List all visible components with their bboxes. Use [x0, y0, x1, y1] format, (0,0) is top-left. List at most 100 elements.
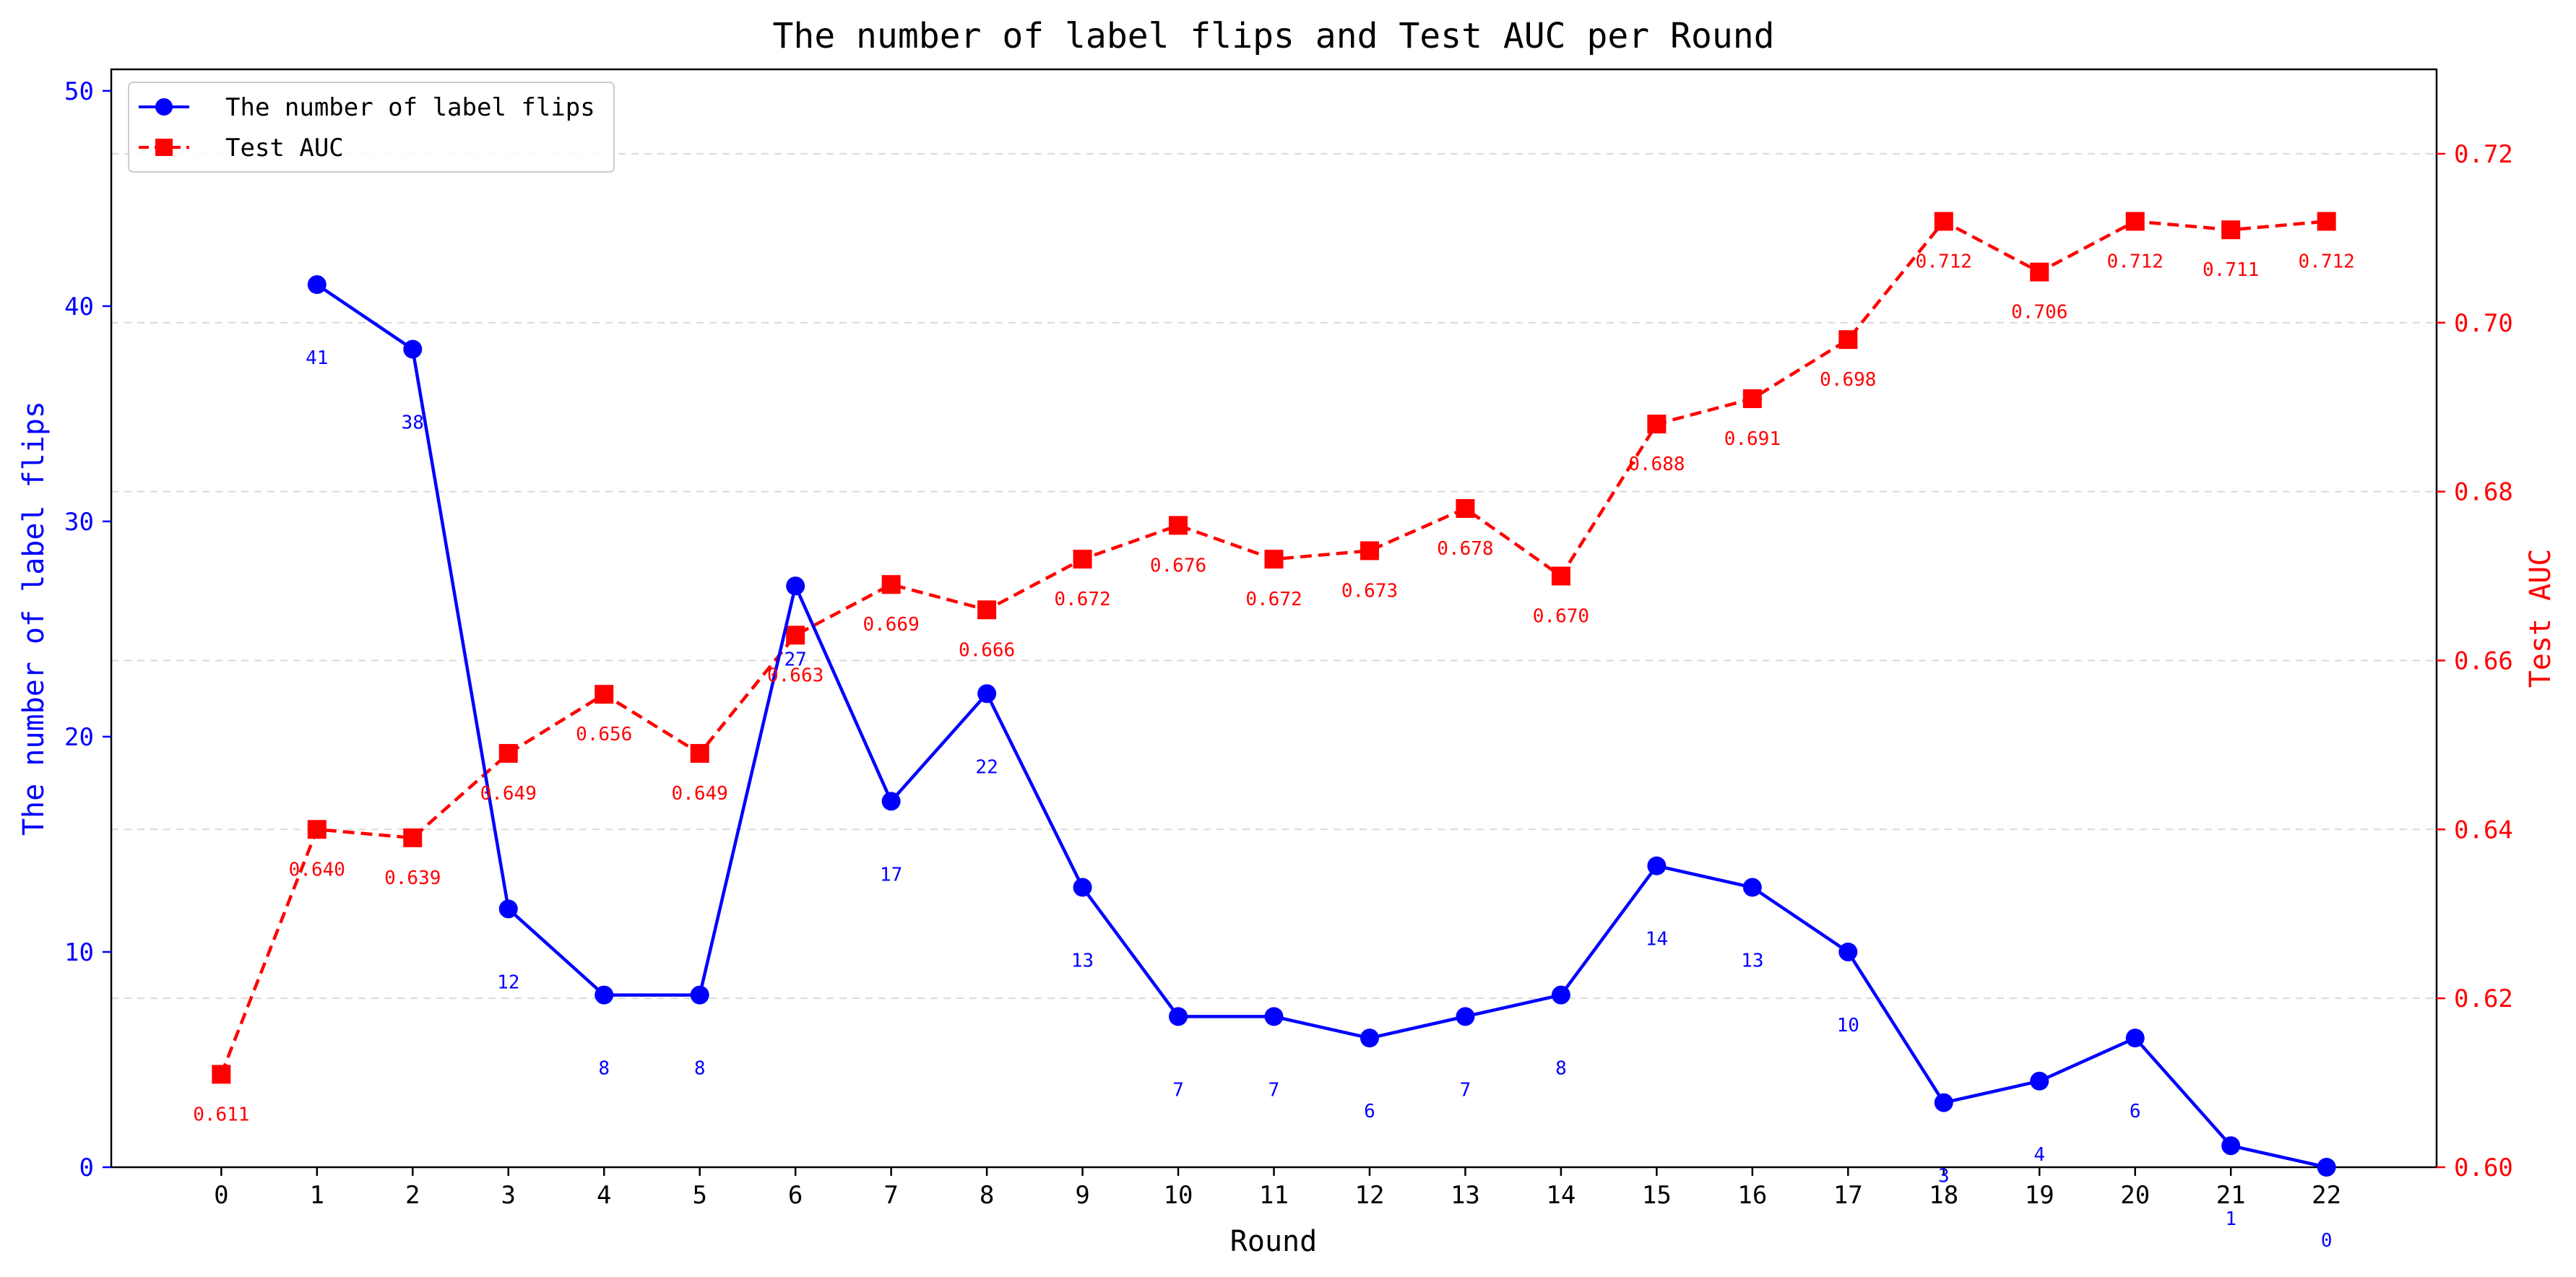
- x-tick-label: 5: [692, 1181, 706, 1210]
- legend: The number of label flips Test AUC: [128, 82, 615, 173]
- x-tick-label: 6: [788, 1181, 803, 1210]
- left-tick-label: 20: [64, 723, 94, 752]
- auc-point: [1838, 330, 1858, 350]
- auc-point: [2030, 262, 2049, 282]
- flips-point: [786, 576, 805, 596]
- auc-point: [2221, 220, 2241, 240]
- right-tick-label: 0.72: [2454, 140, 2513, 169]
- auc-point: [977, 600, 997, 620]
- flips-data-label: 6: [1364, 1101, 1375, 1122]
- auc-point: [1360, 541, 1379, 560]
- auc-data-label: 0.706: [2011, 302, 2067, 324]
- flips-point: [403, 339, 423, 359]
- x-tick-label: 17: [1833, 1181, 1863, 1210]
- series-label-flips: [307, 275, 2336, 1177]
- auc-data-label: 0.640: [289, 859, 345, 880]
- auc-point: [498, 744, 518, 763]
- auc-point: [1073, 550, 1092, 569]
- flips-point: [1934, 1093, 1953, 1112]
- x-tick-label: 21: [2216, 1181, 2246, 1210]
- right-tick-label: 0.60: [2454, 1153, 2513, 1182]
- auc-data-label: 0.670: [1533, 606, 1589, 628]
- flips-point: [498, 899, 518, 919]
- flips-data-label: 14: [1646, 929, 1668, 951]
- auc-point: [403, 828, 423, 847]
- flips-data-label: 1: [2225, 1208, 2236, 1230]
- flips-point: [2125, 1029, 2145, 1048]
- flips-point: [1838, 942, 1858, 961]
- x-tick-label: 3: [501, 1181, 516, 1210]
- x-tick-label: 13: [1451, 1181, 1480, 1210]
- x-axis-ticks: 0 1 2 3 4 5 6 7 8 9 10 11 12 13 14 15 16 17 18 19 20 21 22: [214, 1167, 2341, 1210]
- auc-point: [2125, 212, 2145, 231]
- right-tick-label: 0.66: [2454, 646, 2513, 675]
- flips-data-label: 3: [1938, 1166, 1950, 1187]
- right-axis-ticks: 0.60 0.62 0.64 0.66 0.68 0.70 0.72: [2437, 140, 2513, 1182]
- auc-data-label: 0.712: [1916, 251, 1972, 272]
- left-tick-label: 30: [64, 508, 94, 537]
- flips-data-label: 4: [2033, 1144, 2045, 1166]
- auc-point: [212, 1065, 231, 1084]
- flips-point: [1456, 1007, 1475, 1026]
- auc-data-label: 0.639: [384, 867, 441, 889]
- x-tick-label: 8: [980, 1181, 994, 1210]
- auc-point: [2317, 212, 2336, 231]
- flips-data-label: 38: [402, 412, 424, 433]
- flips-data-label: 8: [598, 1058, 610, 1080]
- flips-point: [1264, 1007, 1284, 1026]
- auc-data-label: 0.666: [959, 639, 1015, 661]
- flips-point: [881, 792, 901, 811]
- auc-point: [1264, 550, 1284, 569]
- auc-data-label: 0.676: [1150, 555, 1206, 576]
- flips-data-label: 13: [1741, 951, 1763, 972]
- flips-point: [2030, 1071, 2049, 1091]
- flips-data-label: 8: [1555, 1058, 1567, 1080]
- right-tick-label: 0.68: [2454, 478, 2513, 507]
- x-tick-label: 9: [1075, 1181, 1089, 1210]
- auc-data-label: 0.712: [2107, 251, 2164, 272]
- flips-point: [690, 985, 709, 1005]
- flips-point: [1360, 1029, 1379, 1048]
- flips-data-label: 7: [1268, 1079, 1280, 1101]
- flips-data-label: 13: [1071, 951, 1094, 972]
- x-tick-label: 22: [2312, 1181, 2341, 1210]
- flips-data-label: 41: [306, 347, 328, 369]
- x-tick-label: 4: [597, 1181, 611, 1210]
- auc-data-label: 0.656: [576, 724, 632, 745]
- x-tick-label: 16: [1737, 1181, 1767, 1210]
- flips-point: [1742, 878, 1762, 897]
- flips-data-label: 10: [1837, 1015, 1859, 1036]
- auc-point: [1647, 415, 1667, 434]
- flips-point: [2221, 1136, 2241, 1156]
- data-labels: 0.611 0.640 0.639 0.649 0.656 0.649 0.663 0.669…: [193, 251, 2355, 1252]
- auc-point: [1456, 499, 1475, 518]
- x-tick-label: 0: [214, 1181, 228, 1210]
- x-tick-label: 15: [1642, 1181, 1672, 1210]
- series-test-auc: [212, 212, 2336, 1084]
- x-tick-label: 19: [2025, 1181, 2054, 1210]
- auc-point: [1169, 516, 1188, 535]
- legend-marker-auc: [155, 139, 173, 156]
- flips-data-label: 7: [1460, 1079, 1471, 1101]
- auc-point: [1934, 212, 1953, 231]
- auc-point: [690, 744, 709, 763]
- right-tick-label: 0.64: [2454, 815, 2513, 844]
- flips-line: [316, 283, 2328, 1169]
- chart-title: The number of label flips and Test AUC p…: [772, 16, 1774, 56]
- flips-data-label: 12: [497, 971, 519, 993]
- flips-data-label: 0: [2321, 1230, 2333, 1252]
- auc-point: [786, 625, 805, 645]
- flips-point: [595, 985, 614, 1005]
- flips-point: [2317, 1158, 2336, 1177]
- auc-data-label: 0.611: [193, 1104, 249, 1125]
- auc-data-label: 0.712: [2299, 251, 2355, 272]
- left-tick-label: 0: [79, 1153, 94, 1182]
- auc-point: [1742, 389, 1762, 408]
- flips-data-label: 8: [694, 1058, 706, 1080]
- auc-point: [881, 575, 901, 594]
- auc-data-label: 0.672: [1054, 589, 1110, 610]
- left-tick-label: 10: [64, 938, 94, 967]
- legend-marker-flips: [155, 98, 173, 116]
